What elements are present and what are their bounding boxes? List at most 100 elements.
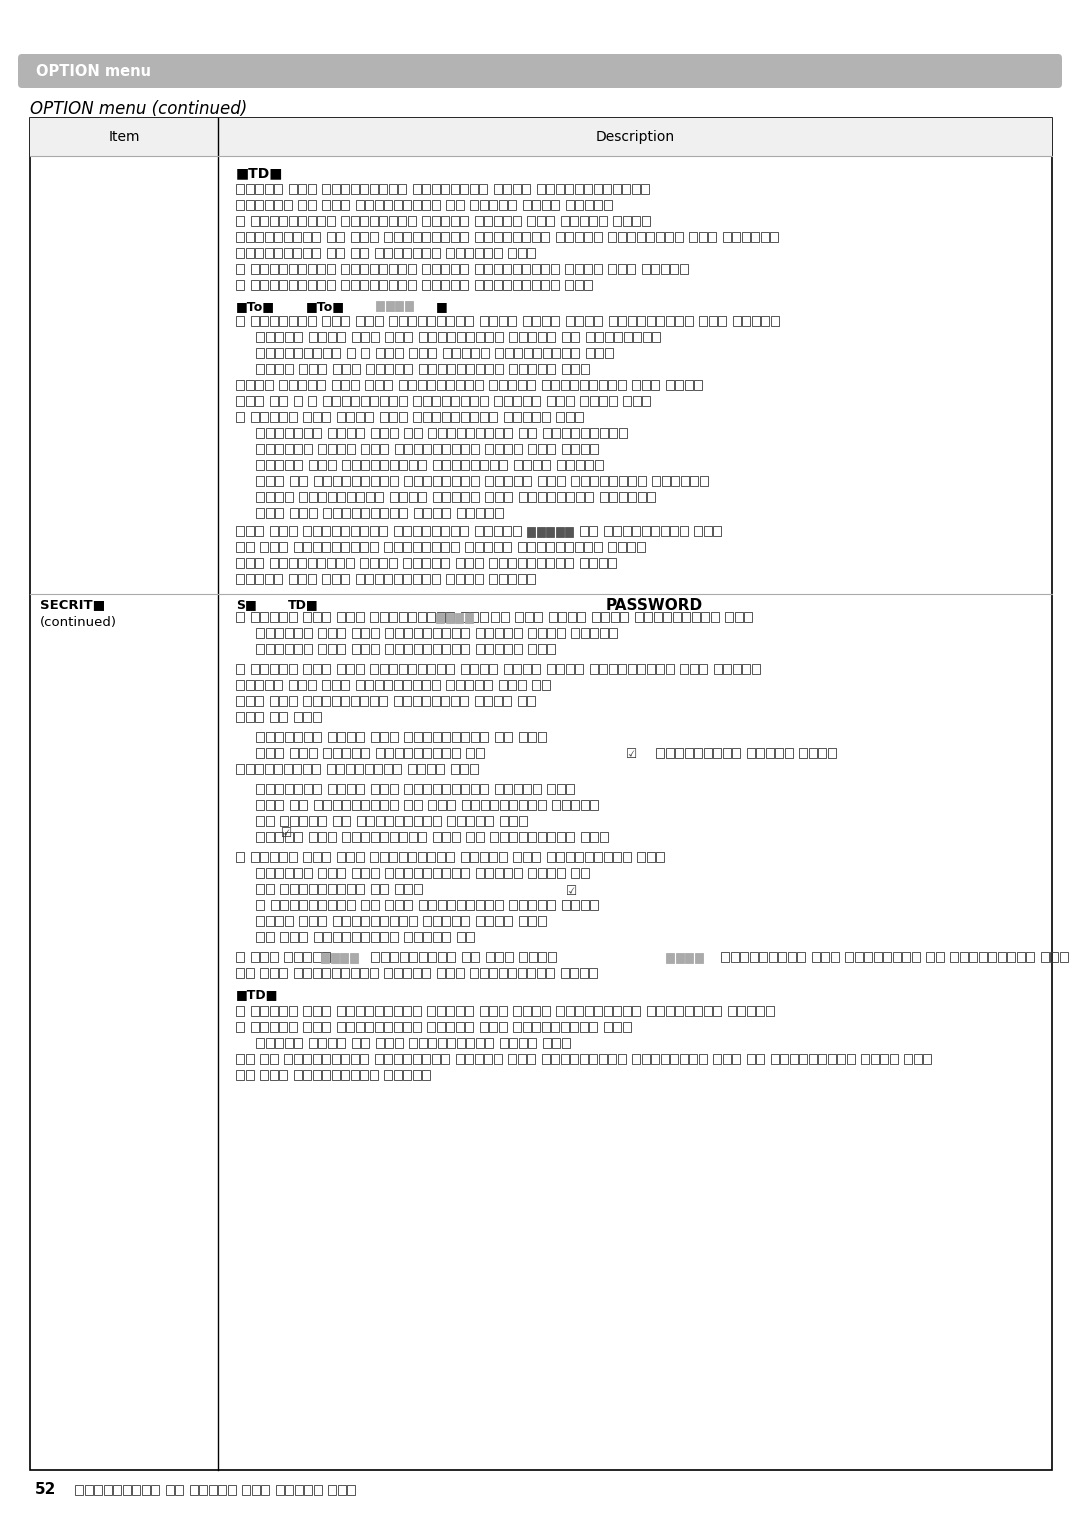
Bar [527,557,535,568]
Bar [495,348,503,357]
Bar [318,380,325,389]
Bar [513,867,522,878]
Bar [902,951,910,962]
Bar [260,612,268,621]
Bar [523,412,530,421]
Bar [797,951,805,962]
Bar [646,232,654,241]
Bar [309,1038,316,1048]
Bar [369,279,378,290]
Bar [503,395,512,406]
Bar [413,1006,420,1015]
Bar [302,247,311,258]
Bar [321,953,329,964]
Bar [413,183,420,194]
Bar [312,951,321,962]
Bar [404,628,411,638]
Bar [480,1006,487,1015]
Bar [390,951,399,962]
Bar [618,316,626,325]
Text: (continued): (continued) [40,615,117,629]
Bar [584,232,592,241]
Bar [403,1054,411,1064]
Bar [351,644,360,654]
Bar [374,764,382,774]
Bar [571,348,579,357]
Bar [799,748,807,757]
Bar [437,899,446,910]
Bar [284,916,293,925]
Bar [637,852,645,863]
Bar [347,492,354,502]
Bar [584,264,592,273]
Bar [384,1038,393,1048]
Bar [380,444,388,454]
Bar [266,867,273,878]
Bar [298,680,306,690]
Bar [375,316,382,325]
Bar [499,574,507,583]
Bar [663,612,671,621]
Bar [457,1038,464,1048]
Bar [303,542,311,551]
Bar [566,664,573,673]
Bar [326,264,335,273]
Bar [322,968,330,977]
Bar [346,664,354,673]
Bar [322,612,330,621]
Bar [407,764,416,774]
Bar [460,852,469,863]
Bar [581,363,589,374]
Bar [518,731,527,742]
Bar [713,1006,721,1015]
Bar [495,476,502,486]
Bar [576,492,583,502]
Bar [361,331,369,342]
Bar [370,395,378,406]
Bar [393,574,402,583]
Bar [394,815,403,826]
Bar [265,574,272,583]
Bar [595,331,603,342]
Bar [341,316,349,325]
Bar [523,476,531,486]
Bar [527,968,535,977]
Bar [303,1070,311,1080]
Bar [409,348,417,357]
Bar [769,951,777,962]
Bar [427,612,435,621]
Bar [279,557,287,568]
Bar [642,395,650,406]
Bar [379,264,387,273]
Bar [750,951,757,962]
Bar [266,884,273,893]
Bar [266,492,273,502]
Bar [461,460,469,470]
Bar [260,1022,268,1032]
Bar [351,183,359,194]
Bar [527,380,535,389]
Bar [538,800,545,809]
Bar [370,800,378,809]
Bar [270,316,278,325]
Bar [418,612,426,621]
Bar [442,644,450,654]
Bar [375,574,382,583]
Bar [279,1006,287,1015]
Bar [541,279,549,290]
Bar [283,247,292,258]
Bar [537,557,544,568]
Bar [394,644,403,654]
Bar [465,557,473,568]
Bar [562,899,569,910]
Bar [299,748,307,757]
Bar [880,1054,888,1064]
Bar [384,680,392,690]
Bar [461,731,469,742]
Bar [260,1054,268,1064]
Bar [308,200,315,211]
Bar [332,542,339,551]
Bar [470,664,478,673]
Bar [460,412,469,421]
Bar [537,968,544,977]
